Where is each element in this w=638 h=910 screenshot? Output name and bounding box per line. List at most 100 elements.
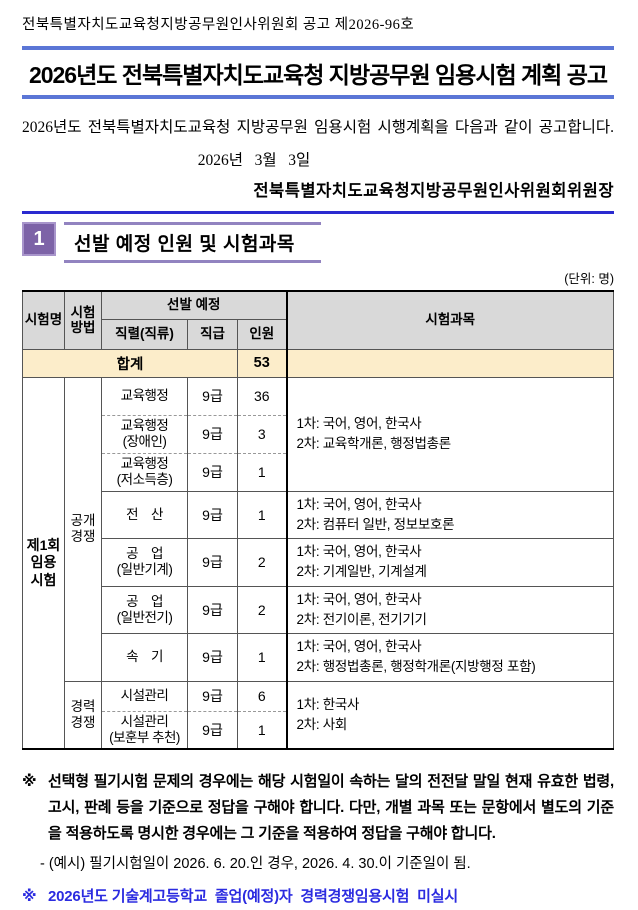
series-name: 교육행정 [120, 417, 169, 433]
notice-number: 전북특별자치도교육청지방공무원인사위원회 공고 제2026-96호 [22, 17, 415, 33]
series-name: 전 산 [126, 506, 163, 522]
subjects-cell: 1차: 국어, 영어, 한국사 2차: 컴퓨터 일반, 정보보호론 [285, 490, 614, 539]
table-row: 전 산 9급 1 1차: 국어, 영어, 한국사 2차: 컴퓨터 일반, 정보보… [23, 490, 614, 539]
grade-cell: 9급 [187, 490, 238, 539]
series-cell: 교육행정 (저소득층) [101, 452, 188, 492]
issuer-signature: 전북특별자치도교육청지방공무원인사위원회위원장 [253, 181, 614, 200]
series-cell: 시설관리 [101, 680, 188, 712]
note-no-tech-highschool-exam: ※ 2026년도 기술계고등학교 졸업(예정)자 경력경쟁임용시험 미실시 [22, 884, 614, 910]
total-row: 합계 53 [22, 348, 614, 378]
subjects-line-2: 2차: 컴퓨터 일반, 정보보호론 [296, 516, 455, 532]
col-header-exam-name: 시험명 [22, 290, 65, 350]
series-subname: (일반기계) [116, 562, 173, 578]
grade-cell: 9급 [187, 585, 238, 634]
count-cell: 1 [237, 633, 287, 682]
count-cell: 1 [237, 710, 287, 750]
total-count: 53 [237, 348, 287, 378]
col-header-subjects: 시험과목 [285, 290, 614, 350]
subjects-cell: 1차: 국어, 영어, 한국사 2차: 기계일반, 기계설계 [285, 538, 614, 587]
exam-name-line: 제1회 [26, 536, 61, 553]
count-cell: 6 [237, 680, 287, 712]
grade-cell: 9급 [187, 710, 238, 750]
table-row: 공 업 (일반기계) 9급 2 1차: 국어, 영어, 한국사 2차: 기계일반… [23, 538, 614, 587]
section-divider-rule [22, 211, 614, 214]
grade-cell: 9급 [187, 538, 238, 587]
series-cell: 시설관리 (보훈부 추천) [101, 710, 188, 750]
subjects-line-2: 2차: 사회 [296, 716, 348, 732]
total-subjects-empty [285, 348, 614, 378]
note-example: - (예시) 필기시험일이 2026. 6. 20.인 경우, 2026. 4.… [40, 856, 471, 872]
series-cell: 속 기 [101, 633, 188, 682]
col-header-count: 인원 [237, 318, 287, 350]
exam-name-line: 임용 [30, 554, 57, 570]
count-cell: 1 [237, 490, 287, 539]
series-name: 공 업 [126, 546, 163, 562]
subjects-line-1: 1차: 국어, 영어, 한국사 [296, 496, 422, 512]
note-text: 선택형 필기시험 문제의 경우에는 해당 시험일이 속하는 달의 전전달 말일 … [48, 773, 614, 842]
table-row: 시설관리 (보훈부 추천) 9급 1 [23, 710, 614, 750]
col-header-method: 시험 방법 [64, 290, 102, 350]
note-text: 2026년도 기술계고등학교 졸업(예정)자 경력경쟁임용시험 미실시 [48, 888, 458, 905]
grade-cell: 9급 [187, 376, 238, 416]
table-row: 제1회 임용 시험 공개 경쟁 교육행정 9급 36 1차: 국어, 영어, 한… [22, 376, 614, 750]
col-header-grade: 직급 [187, 318, 238, 350]
table-header-row-2: 직렬(직류) 직급 인원 [23, 318, 614, 350]
col-header-series: 직렬(직류) [101, 318, 188, 350]
announcement-intro: 2026년도 전북특별자치도교육청 지방공무원 임용시험 시행계획을 다음과 같… [22, 119, 614, 136]
section-1-heading: 1 선발 예정 인원 및 시험과목 [22, 222, 614, 263]
table-row: 교육행정 (저소득층) 9급 1 [23, 452, 614, 492]
series-cell: 공 업 (일반전기) [101, 585, 188, 634]
grade-cell: 9급 [187, 452, 238, 492]
subjects-cell-career: 1차: 한국사 2차: 사회 [285, 680, 614, 750]
table-row: 경력 경쟁 시설관리 9급 6 1차: 한국사 2차: 사회 [23, 680, 614, 750]
grade-cell: 9급 [187, 633, 238, 682]
method-open-cell: 공개 경쟁 [64, 376, 102, 682]
subjects-cell: 1차: 국어, 영어, 한국사 2차: 전기이론, 전기기기 [285, 585, 614, 634]
series-name: 시설관리 [120, 687, 169, 703]
selection-plan-table: 시험명 시험 방법 선발 예정 시험과목 직렬(직류) 직급 인원 합계 53 … [22, 290, 614, 750]
section-number-badge: 1 [22, 222, 56, 256]
note-standard-basis: ※ 선택형 필기시험 문제의 경우에는 해당 시험일이 속하는 달의 전전달 말… [22, 769, 614, 847]
table-header-row-1: 시험명 시험 방법 선발 예정 시험과목 [22, 290, 614, 350]
series-name: 속 기 [126, 649, 163, 665]
series-subname: (일반전기) [116, 609, 173, 625]
series-name: 교육행정 [120, 455, 169, 471]
series-cell: 교육행정 (장애인) [101, 414, 188, 454]
table-row: 교육행정 (장애인) 9급 3 [23, 414, 614, 454]
series-cell: 공 업 (일반기계) [101, 538, 188, 587]
count-cell: 2 [237, 585, 287, 634]
subjects-line-1: 1차: 국어, 영어, 한국사 [296, 544, 422, 559]
count-cell: 3 [237, 414, 287, 454]
col-header-selection: 선발 예정 [101, 290, 287, 320]
count-cell: 36 [237, 376, 287, 416]
series-name: 시설관리 [120, 713, 169, 729]
series-subname: (장애인) [122, 434, 167, 449]
unit-note: (단위: 명) [564, 272, 614, 286]
series-name: 교육행정 [120, 387, 169, 403]
exam-name-cell: 제1회 임용 시험 [22, 376, 65, 750]
subjects-line-1: 1차: 한국사 [296, 696, 360, 712]
series-cell: 전 산 [101, 490, 188, 539]
subjects-cell-education: 1차: 국어, 영어, 한국사 2차: 교육학개론, 행정법총론 [285, 376, 614, 492]
document-title: 2026년도 전북특별자치도교육청 지방공무원 임용시험 계획 공고 [28, 62, 608, 88]
title-banner: 2026년도 전북특별자치도교육청 지방공무원 임용시험 계획 공고 [22, 46, 614, 99]
count-cell: 1 [237, 452, 287, 492]
series-subname: (보훈부 추천) [109, 729, 180, 745]
subjects-line-2: 2차: 행정법총론, 행정학개론(지방행정 포함) [296, 659, 536, 675]
note-marker: ※ [22, 888, 37, 905]
grade-cell: 9급 [187, 414, 238, 454]
series-cell: 교육행정 [101, 376, 188, 416]
exam-name-line: 시험 [30, 571, 57, 588]
note-marker: ※ [22, 773, 37, 790]
subjects-line-1: 1차: 국어, 영어, 한국사 [296, 639, 422, 654]
subjects-line-2: 2차: 기계일반, 기계설계 [296, 564, 427, 580]
table-row: 속 기 9급 1 1차: 국어, 영어, 한국사 2차: 행정법총론, 행정학개… [23, 633, 614, 682]
method-career-cell: 경력 경쟁 [64, 680, 102, 750]
series-subname: (저소득층) [116, 472, 173, 487]
grade-cell: 9급 [187, 680, 238, 712]
subjects-cell: 1차: 국어, 영어, 한국사 2차: 행정법총론, 행정학개론(지방행정 포함… [285, 633, 614, 682]
announcement-date: 2026년 3월 3일 [197, 152, 311, 169]
series-name: 공 업 [126, 593, 163, 609]
section-title: 선발 예정 인원 및 시험과목 [74, 234, 295, 255]
table-row: 공 업 (일반전기) 9급 2 1차: 국어, 영어, 한국사 2차: 전기이론… [23, 585, 614, 634]
